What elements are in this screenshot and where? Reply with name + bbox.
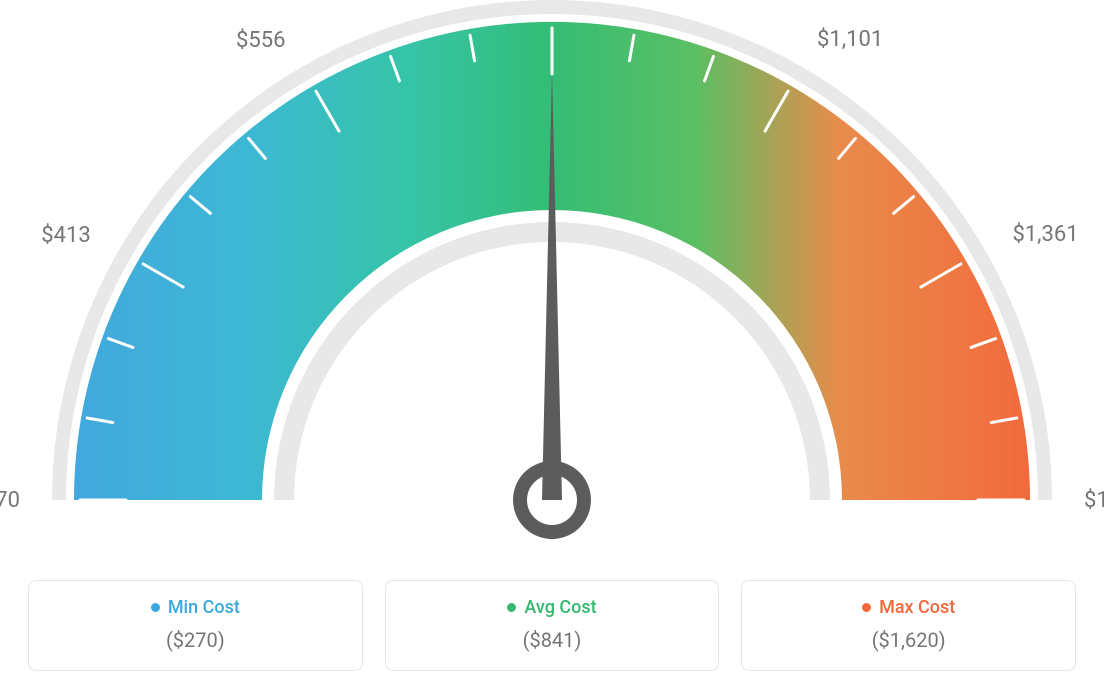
legend-min-title: Min Cost	[151, 597, 240, 618]
legend-max-title: Max Cost	[862, 597, 955, 618]
cost-gauge: $270$413$556$841$1,101$1,361$1,620	[0, 0, 1104, 560]
gauge-scale-label: $413	[1, 223, 91, 248]
legend-avg-label: Avg Cost	[524, 597, 596, 618]
gauge-svg	[0, 0, 1104, 560]
legend-max: Max Cost ($1,620)	[741, 580, 1076, 671]
legend-row: Min Cost ($270) Avg Cost ($841) Max Cost…	[0, 580, 1104, 671]
legend-avg-title: Avg Cost	[507, 597, 596, 618]
dot-icon	[862, 603, 871, 612]
legend-avg-value: ($841)	[404, 628, 701, 652]
legend-min-label: Min Cost	[168, 597, 240, 618]
gauge-scale-label: $1,361	[1012, 222, 1102, 247]
legend-max-label: Max Cost	[879, 597, 955, 618]
legend-max-value: ($1,620)	[760, 628, 1057, 652]
gauge-scale-label: $1,101	[817, 27, 907, 52]
gauge-scale-label: $1,620	[1084, 488, 1104, 513]
dot-icon	[507, 603, 516, 612]
gauge-scale-label: $556	[196, 28, 286, 53]
legend-min-value: ($270)	[47, 628, 344, 652]
gauge-scale-label: $270	[0, 488, 20, 513]
legend-avg: Avg Cost ($841)	[385, 580, 720, 671]
legend-min: Min Cost ($270)	[28, 580, 363, 671]
dot-icon	[151, 603, 160, 612]
